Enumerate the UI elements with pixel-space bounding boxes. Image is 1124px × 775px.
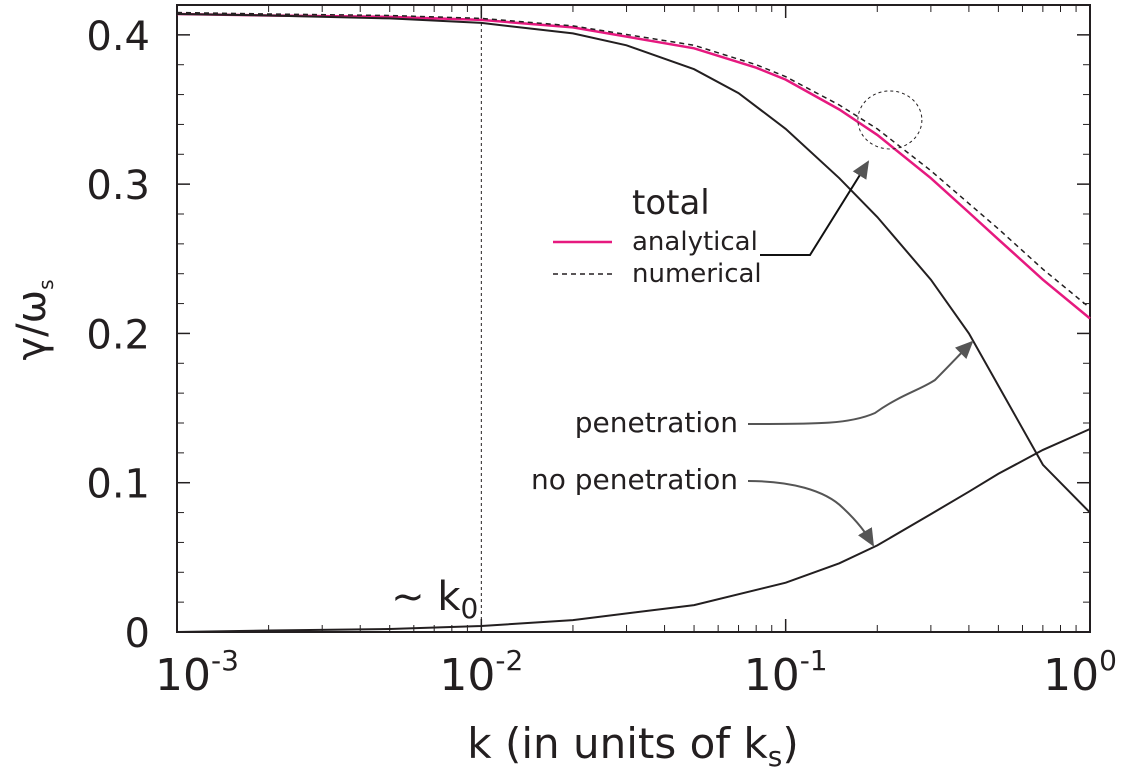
no-penetration-label: no penetration	[531, 463, 738, 496]
legend-arrow	[760, 160, 870, 256]
y-tick-label: 0.2	[86, 312, 150, 358]
x-tick-label: 10-3	[155, 644, 239, 701]
axis-labels: k (in units of ks) γ/ωs	[9, 279, 799, 773]
plot-frame	[176, 4, 1091, 633]
series-group	[176, 11, 1091, 633]
reference-line-group: ~ k0	[391, 5, 482, 632]
axis-ticks: 10-3 10-2 10-1 100 0 0.1 0.2 0.3 0.4	[86, 5, 1117, 701]
plot-border	[176, 4, 1091, 633]
series-line-penetration	[176, 13, 1091, 514]
x-tick-label: 100	[1043, 644, 1117, 701]
y-tick-label: 0	[125, 611, 150, 657]
y-tick-label: 0.3	[86, 163, 150, 209]
annotations-group: penetration no penetration	[531, 90, 974, 547]
penetration-arrow	[747, 340, 974, 425]
series-line-numerical	[176, 11, 1091, 309]
reference-line-label: ~ k0	[391, 574, 478, 625]
y-tick-label: 0.4	[86, 14, 150, 60]
x-axis-label: k (in units of ks)	[467, 719, 798, 773]
legend-title: total	[632, 183, 710, 223]
legend-label-numerical: numerical	[632, 259, 762, 289]
y-tick-label: 0.1	[86, 462, 150, 508]
series-line-no-penetration	[176, 428, 1091, 633]
series-line-analytical	[176, 12, 1091, 320]
no-penetration-arrow	[747, 480, 875, 547]
x-tick-label: 10-2	[439, 644, 523, 701]
legend-label-analytical: analytical	[632, 227, 758, 257]
x-tick-label: 10-1	[744, 644, 828, 701]
highlight-circle	[857, 90, 923, 150]
y-axis-label: γ/ωs	[9, 279, 58, 360]
penetration-label: penetration	[575, 406, 738, 439]
